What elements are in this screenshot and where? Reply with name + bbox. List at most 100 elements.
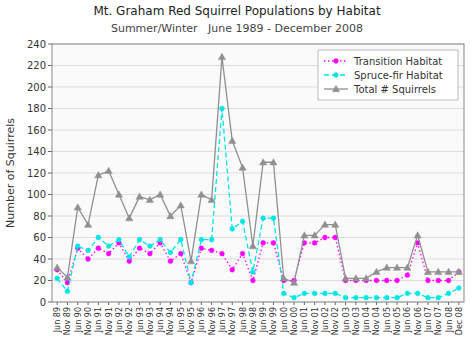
x-tick-label: Jun 06 (403, 307, 412, 333)
point (209, 248, 214, 253)
y-tick (48, 216, 52, 217)
point (353, 295, 358, 300)
y-tick (48, 108, 52, 109)
point (333, 291, 338, 296)
y-tick-label: 180 (27, 103, 46, 114)
point (167, 212, 174, 218)
point (189, 280, 194, 285)
point (311, 232, 318, 238)
point (64, 274, 71, 280)
y-tick-label: 220 (27, 60, 46, 71)
point (446, 278, 451, 283)
point (312, 291, 317, 296)
x-tick-label: Jun 04 (362, 307, 371, 333)
point (312, 240, 317, 245)
point (127, 254, 132, 259)
legend-box (318, 50, 458, 100)
point (199, 246, 204, 251)
x-tick-label: Nov 89 (63, 307, 72, 335)
x-tick-label: Jun 91 (94, 307, 103, 333)
title: Mt. Graham Red Squirrel Populations by H… (93, 4, 380, 18)
y-tick (48, 259, 52, 260)
x-tick-label: Nov 98 (249, 307, 258, 335)
point (446, 291, 451, 296)
point (240, 251, 245, 256)
point (96, 235, 101, 240)
point (147, 251, 152, 256)
point (436, 295, 441, 300)
point (146, 196, 153, 202)
point (198, 191, 205, 197)
point (178, 237, 183, 242)
x-tick-label: Nov 97 (228, 307, 237, 335)
x-tick-label: Dec 08 (455, 307, 464, 335)
data-layer (54, 53, 463, 300)
point (189, 280, 194, 285)
x-tick-label: Nov 00 (290, 307, 299, 335)
x-tick-label: Nov 07 (434, 307, 443, 335)
point (86, 248, 91, 253)
point (383, 264, 390, 270)
x-tick-label: Jun 03 (342, 307, 351, 333)
point (230, 267, 235, 272)
x-tick-label: Jun 99 (259, 307, 268, 333)
point (271, 216, 276, 221)
point (395, 295, 400, 300)
y-tick-label: 200 (27, 82, 46, 93)
grid-line (52, 151, 464, 152)
x-tick-label: Jun 00 (280, 307, 289, 333)
legend-marker (334, 59, 339, 64)
x-tick-label: Nov 92 (125, 307, 134, 335)
x-tick-label: Nov 94 (166, 307, 175, 335)
point (168, 250, 173, 255)
point (395, 278, 400, 283)
point (281, 291, 286, 296)
y-axis-label: Number of Squirrels (4, 118, 17, 228)
x-tick-label: Jun 89 (53, 307, 62, 333)
point (364, 295, 369, 300)
y-tick-label: 40 (33, 254, 46, 265)
point (187, 258, 194, 264)
y-tick (48, 302, 52, 303)
point (147, 244, 152, 249)
x-tick-label: Nov 96 (208, 307, 217, 335)
point (321, 221, 328, 227)
point (405, 273, 410, 278)
point (456, 286, 461, 291)
series-line (57, 57, 459, 283)
grid-line (52, 237, 464, 238)
point (414, 232, 421, 238)
point (342, 275, 349, 281)
x-tick-label: Nov 93 (146, 307, 155, 335)
x-tick-label: Nov 03 (352, 307, 361, 335)
x-tick-label: Jun 96 (197, 307, 206, 333)
point (426, 295, 431, 300)
grid-line (52, 108, 464, 109)
x-tick-label: Jun 93 (136, 307, 145, 333)
point (168, 259, 173, 264)
point (261, 240, 266, 245)
point (199, 237, 204, 242)
x-tick-label: Jun 90 (74, 307, 83, 333)
point (240, 219, 245, 224)
grid-line (52, 216, 464, 217)
point (384, 278, 389, 283)
y-tick-label: 140 (27, 146, 46, 157)
legend-label: Spruce-fir Habitat (354, 70, 443, 81)
point (86, 257, 91, 262)
point (106, 244, 111, 249)
point (343, 295, 348, 300)
x-tick-label: Jun 05 (383, 307, 392, 333)
point (404, 264, 411, 270)
point (374, 278, 379, 283)
subtitle: Summer/Winter June 1989 - December 2008 (111, 22, 363, 35)
x-tick-label: Jun 95 (177, 307, 186, 333)
x-tick-label: Jun 92 (115, 307, 124, 333)
grid-line (52, 194, 464, 195)
point (270, 159, 277, 165)
point (290, 279, 297, 285)
point (239, 164, 246, 170)
x-tick-label: Nov 04 (372, 307, 381, 335)
y-tick (48, 130, 52, 131)
point (229, 137, 236, 143)
